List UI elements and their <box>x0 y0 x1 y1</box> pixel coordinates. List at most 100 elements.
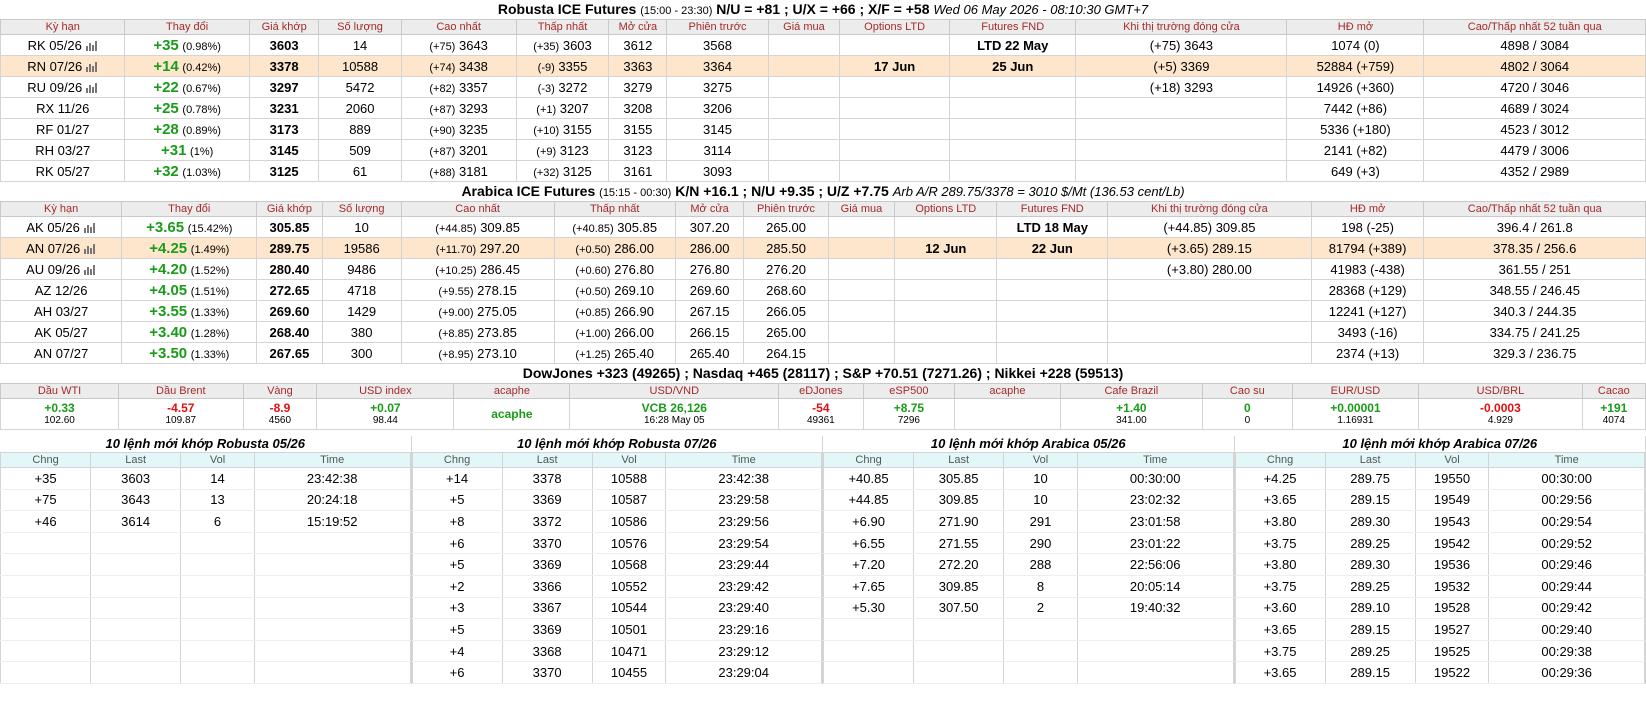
contract-row: AN 07/27 +3.50 (1.33%) 267.65 300 (+8.95) 27… <box>0 342 1646 364</box>
trade-cell: 291 <box>1003 510 1078 533</box>
cell: 4523 / 3012 <box>1423 118 1646 140</box>
cell-value: 3123 <box>623 142 653 158</box>
trade-value: 3367 <box>532 600 562 616</box>
cell <box>827 321 896 343</box>
column-header: Phiên trước <box>743 201 829 217</box>
trade-value: 10471 <box>610 643 648 659</box>
cell-part: (1%) <box>190 145 214 158</box>
trade-cell: 10552 <box>591 575 667 598</box>
cell-value: 289.75 <box>269 240 310 256</box>
cell <box>948 118 1077 140</box>
cell <box>1107 279 1312 301</box>
cell <box>996 300 1109 322</box>
chart-icon[interactable] <box>83 243 96 254</box>
trade-value: 10586 <box>610 513 648 529</box>
trade-value: 00:29:38 <box>1541 643 1592 659</box>
cell: 1074 (0) <box>1286 34 1425 56</box>
cell: 17 Jun <box>839 55 950 77</box>
cell: (+87) 3201 <box>400 139 517 161</box>
trade-value: 20:24:18 <box>306 492 358 508</box>
market-price: 102.60 <box>44 415 75 426</box>
cell: (+8.95) 273.10 <box>400 342 555 364</box>
cell-part: (+8.85) <box>438 327 474 340</box>
trade-value: 10588 <box>610 470 648 486</box>
cell-part: (15.42%) <box>187 222 233 235</box>
cell-value: 3363 <box>623 58 653 74</box>
trade-row: +6.55 271.55 290 23:01:22 <box>822 532 1234 555</box>
futures-table: Kỳ hạn Thay đổi Giá khớp Số lượng Cao nhất Th… <box>0 201 1646 364</box>
cell-value: 3231 <box>269 100 299 116</box>
cell-value: 7442 (+86) <box>1323 100 1388 116</box>
cell: +32 (1.03%) <box>124 160 250 182</box>
trade-cell: 3370 <box>501 532 593 555</box>
cell-part: (1.33%) <box>190 306 230 319</box>
cell-value: 348.55 / 246.45 <box>1489 282 1580 298</box>
trade-cell: 10 <box>1003 467 1078 490</box>
trade-cell: +5.30 <box>822 597 915 620</box>
trade-cell <box>180 553 255 576</box>
chart-icon[interactable] <box>85 82 98 93</box>
cell <box>767 118 841 140</box>
cell: 198 (-25) <box>1310 216 1425 238</box>
trade-cell: +5 <box>411 618 503 641</box>
trade-cell: 289.25 <box>1324 640 1416 663</box>
trade-cell: 309.85 <box>913 575 1005 598</box>
cell: +3.65 (15.42%) <box>121 216 258 238</box>
cell-value: 198 (-25) <box>1341 219 1394 235</box>
header-row: Chng Last Vol Time <box>1234 452 1645 468</box>
cell: (+5) 3369 <box>1075 55 1288 77</box>
trade-value: +3.75 <box>1263 578 1297 594</box>
trade-value: 00:29:44 <box>1541 578 1592 594</box>
cell: +35 (0.98%) <box>124 34 250 56</box>
market-cell: -54 49361 <box>778 398 864 430</box>
cell: 52884 (+759) <box>1286 55 1425 77</box>
trade-value: 10 <box>1033 492 1048 508</box>
trade-value: +3.65 <box>1263 492 1297 508</box>
trade-cell: 309.85 <box>913 489 1005 512</box>
trade-value: 289.10 <box>1350 600 1390 616</box>
trade-value: 289.25 <box>1350 535 1390 551</box>
trade-cell: 00:30:00 <box>1076 467 1234 490</box>
cell: 3206 <box>666 97 769 119</box>
trade-cell: 3369 <box>501 618 593 641</box>
trade-title: 10 lệnh mới khớp Robusta 05/26 <box>105 436 305 451</box>
trade-value: 3370 <box>532 665 562 681</box>
cell <box>767 55 841 77</box>
trade-cell: 19522 <box>1414 661 1490 684</box>
trade-block: 10 lệnh mới khớp Robusta 05/26 Chng Last Vo… <box>0 436 412 684</box>
cell-value: 265.00 <box>766 219 806 235</box>
cell-value: 10588 <box>341 58 379 74</box>
cell-value: 272.65 <box>269 282 310 298</box>
trade-value: 23:29:58 <box>718 492 769 508</box>
cell-part: (+44.85) <box>435 222 477 235</box>
trade-row: +3.80 289.30 19536 00:29:46 <box>1234 553 1645 576</box>
cell-value: 12241 (+127) <box>1328 303 1407 319</box>
trade-cell: 23:29:42 <box>665 575 822 598</box>
contract-row: RN 07/26 +14 (0.42%) 3378 10588 (+74) 3438 (-… <box>0 55 1646 77</box>
trade-value: +40.85 <box>848 470 889 486</box>
trade-title: 10 lệnh mới khớp Arabica 07/26 <box>1342 436 1538 451</box>
chart-icon[interactable] <box>83 264 96 275</box>
trade-value: +14 <box>446 470 469 486</box>
cell-value: 10 <box>354 219 369 235</box>
column-header: Thay đổi <box>121 201 258 217</box>
trade-cell: 23:29:58 <box>665 489 822 512</box>
trade-row <box>0 640 411 663</box>
chart-icon[interactable] <box>83 222 96 233</box>
cell: 4898 / 3084 <box>1423 34 1646 56</box>
cell-value: 3173 <box>269 121 299 137</box>
market-cell: -8.9 4560 <box>242 398 318 430</box>
cell-value: 285.50 <box>766 240 806 256</box>
futures-table: Kỳ hạn Thay đổi Giá khớp Số lượng Cao nhất Th… <box>0 19 1646 182</box>
trade-value: 23:29:04 <box>718 665 769 681</box>
trade-cell <box>913 618 1005 641</box>
trade-cell <box>90 661 182 684</box>
cell: RU 09/26 <box>0 76 126 98</box>
trade-cell: 289.30 <box>1324 510 1416 533</box>
cell: +3.55 (1.33%) <box>121 300 258 322</box>
chart-icon[interactable] <box>85 61 98 72</box>
trade-cell: 23:29:56 <box>665 510 822 533</box>
chart-icon[interactable] <box>85 40 98 51</box>
cell-value: 889 <box>349 121 371 137</box>
trade-cell: 00:29:42 <box>1488 597 1645 620</box>
